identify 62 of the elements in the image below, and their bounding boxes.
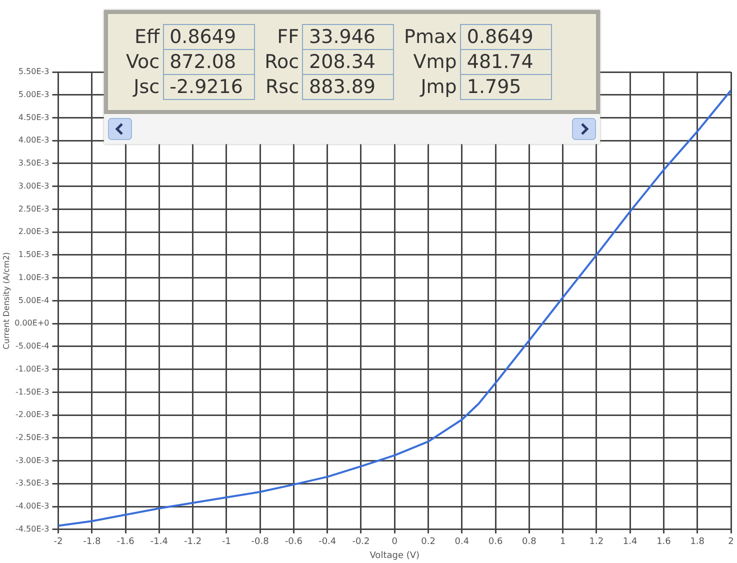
annotation: 883.89 bbox=[302, 74, 394, 100]
y-tick-label: 5.00E-4 bbox=[18, 296, 50, 305]
x-tick-label: -1.4 bbox=[150, 537, 168, 548]
annotation: 1.795 bbox=[460, 74, 552, 100]
annotation: Jsc bbox=[132, 75, 161, 100]
annotation: 872.08 bbox=[163, 50, 254, 74]
x-tick-label: 0.4 bbox=[454, 537, 470, 548]
text: FF bbox=[277, 26, 300, 48]
x-tick-label: -0.6 bbox=[284, 537, 303, 548]
y-tick-label: 5.50E-3 bbox=[18, 67, 50, 76]
x-tick-label: 1 bbox=[560, 537, 566, 548]
x-tick-label: 0.2 bbox=[421, 537, 436, 548]
text: 0.8649 bbox=[466, 26, 534, 48]
x-tick-label: 2 bbox=[728, 537, 734, 548]
y-tick-label: 0.00E+0 bbox=[14, 318, 50, 328]
y-axis-title: Current Density (A/cm2) bbox=[2, 252, 11, 350]
text: Pmax bbox=[404, 26, 457, 48]
x-tick-label: -1.2 bbox=[184, 537, 202, 548]
y-tick-label: -2.50E-3 bbox=[16, 433, 50, 442]
x-tick-label: -0.8 bbox=[251, 537, 270, 548]
y-tick-label: 3.00E-3 bbox=[18, 181, 50, 190]
annotation: Roc bbox=[264, 50, 300, 74]
text: Eff bbox=[134, 26, 160, 48]
x-tick-label: 1.6 bbox=[656, 537, 672, 548]
y-tick-label: -4.00E-3 bbox=[16, 502, 50, 511]
x-tick-label: -1.6 bbox=[116, 537, 135, 548]
x-tick-label: -0.4 bbox=[318, 537, 336, 548]
annotation: 208.34 bbox=[302, 50, 394, 74]
annotation: -2.9216 bbox=[163, 74, 254, 100]
y-tick-label: -3.00E-3 bbox=[16, 456, 50, 465]
y-tick-label: -5.00E-4 bbox=[16, 342, 50, 351]
x-tick-label: 1.8 bbox=[690, 537, 705, 548]
annotation: 481.74 bbox=[460, 50, 552, 74]
y-tick-label: 1.50E-3 bbox=[18, 250, 50, 260]
x-tick-label: 0.8 bbox=[522, 537, 537, 548]
y-tick-label: -3.50E-3 bbox=[16, 478, 50, 488]
y-tick-label: -4.50E-3 bbox=[16, 524, 50, 534]
x-tick-label: -1.8 bbox=[83, 537, 101, 548]
x-tick-label: 1.4 bbox=[622, 537, 638, 548]
x-tick-label: 0 bbox=[392, 537, 398, 548]
y-tick-label: -1.00E-3 bbox=[16, 364, 50, 374]
annotation: Vmp bbox=[412, 50, 458, 74]
y-tick-label: -1.50E-3 bbox=[16, 387, 50, 396]
annotation: Jmp bbox=[418, 75, 458, 100]
x-tick-label: 1.2 bbox=[589, 537, 604, 548]
annotation: Rsc bbox=[264, 75, 300, 100]
y-tick-label: -2.00E-3 bbox=[16, 410, 50, 420]
x-tick-label: -2 bbox=[54, 537, 63, 548]
text: 33.946 bbox=[309, 26, 376, 48]
y-tick-label: 1.00E-3 bbox=[18, 272, 50, 282]
y-tick-label: 4.50E-3 bbox=[18, 112, 50, 122]
y-tick-label: 2.50E-3 bbox=[18, 204, 50, 214]
x-tick-label: -0.2 bbox=[352, 537, 370, 548]
x-axis-title: Voltage (V) bbox=[370, 550, 420, 561]
y-tick-label: 3.50E-3 bbox=[18, 158, 50, 168]
x-tick-label: 0.6 bbox=[488, 537, 503, 548]
x-tick-label: -1 bbox=[222, 537, 231, 548]
y-tick-label: 4.00E-3 bbox=[18, 136, 50, 145]
y-tick-label: 5.00E-3 bbox=[18, 90, 50, 99]
y-tick-label: 2.00E-3 bbox=[18, 227, 50, 236]
text: 0.8649 bbox=[170, 26, 236, 48]
annotation: Voc bbox=[125, 50, 161, 74]
